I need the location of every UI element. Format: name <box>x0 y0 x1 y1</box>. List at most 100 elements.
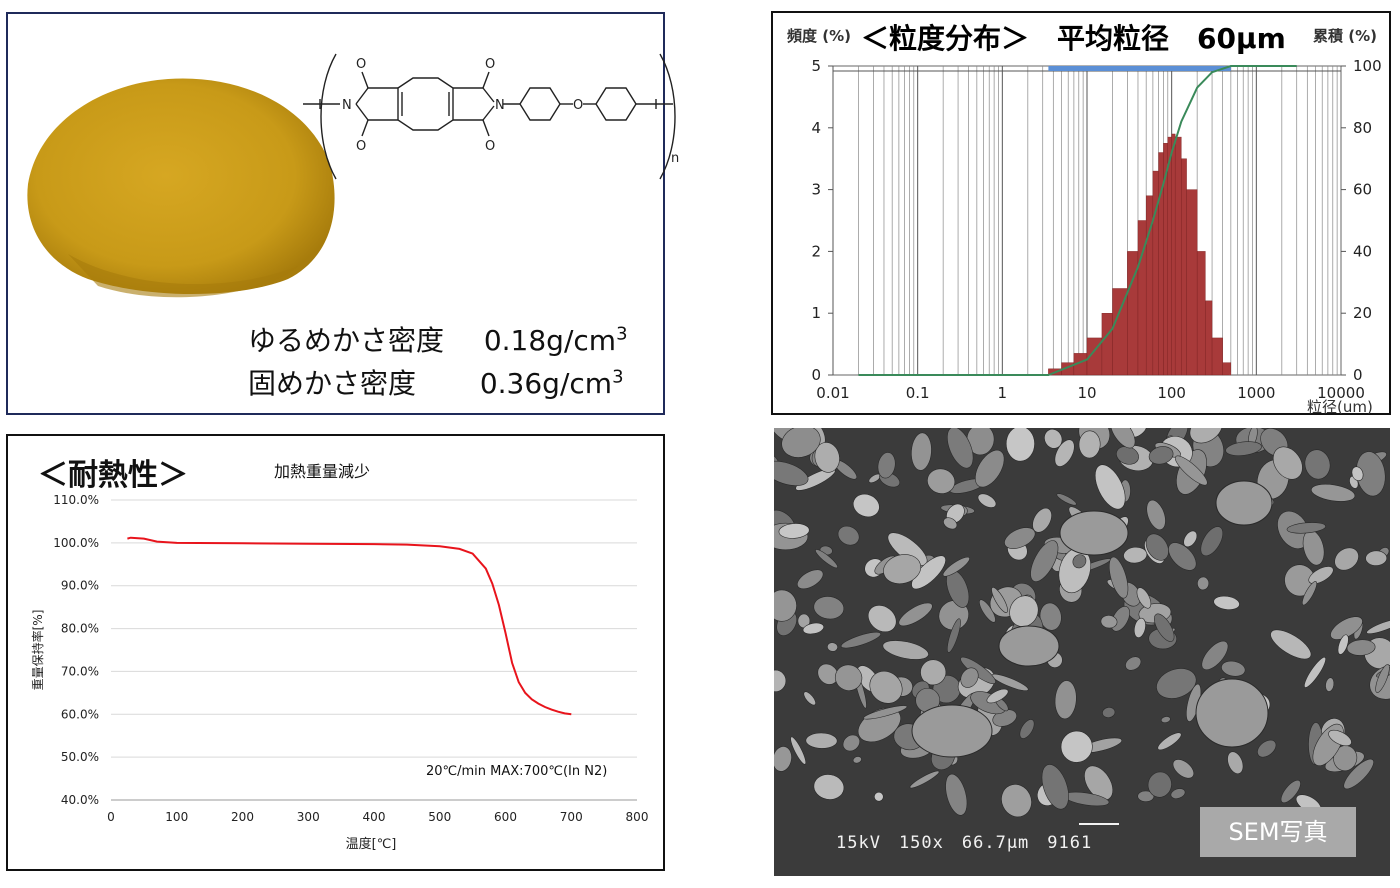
sem-particle <box>1221 660 1246 677</box>
tga-title: ＜耐熱性＞ <box>38 458 188 493</box>
psd-title: ＜粒度分布＞ 平均粒径 60μm <box>861 22 1286 55</box>
sem-particle <box>1032 507 1052 533</box>
atom-o-bottom-left: O <box>356 139 366 154</box>
sem-caption: 15kV 150x 66.7μm 9161 <box>836 833 1093 853</box>
sem-particle <box>1100 615 1118 629</box>
psd-x-tick-label: 0.1 <box>906 384 930 402</box>
atom-n-left: N <box>342 98 352 113</box>
sem-particle <box>837 525 860 546</box>
sem-particle <box>1325 677 1335 692</box>
sem-particle <box>834 664 863 691</box>
sem-particle <box>1310 483 1356 502</box>
sem-particle <box>1270 629 1312 660</box>
psd-y2-tick-label: 20 <box>1353 304 1372 322</box>
psd-x-tick-label: 100 <box>1157 384 1186 402</box>
sem-particle <box>827 642 838 652</box>
sem-particle <box>813 596 845 620</box>
psd-y2-tick-label: 60 <box>1353 181 1372 199</box>
atom-o-ether: O <box>573 98 583 113</box>
tga-weight-curve <box>127 536 572 716</box>
sem-particle <box>1078 430 1101 459</box>
sem-particle <box>1366 618 1390 635</box>
polyimide-structure: O O O O N N O n <box>303 53 679 180</box>
psd-panel: 頻度 (%) ＜粒度分布＞ 平均粒径 60μm 累積 (%) 粒径(um) 0.… <box>771 11 1391 416</box>
sem-particle <box>803 691 816 706</box>
tga-y-tick-label: 40.0% <box>61 793 99 807</box>
sem-particle <box>1343 758 1374 790</box>
tga-chart: 40.0% 50.0% 60.0% 70.0% 80.0% 90.0% 100.0% 110.… <box>30 493 648 852</box>
tga-x-tick-label: 0 <box>107 810 115 824</box>
sem-particle <box>1145 533 1169 561</box>
psd-bar <box>1171 133 1176 376</box>
psd-bar <box>1174 136 1182 376</box>
sem-particle <box>946 618 961 653</box>
sem-particle <box>927 468 956 494</box>
sem-particle <box>1059 510 1129 556</box>
sem-particle <box>877 452 896 479</box>
tga-y-tick-label: 90.0% <box>61 579 99 593</box>
sem-particle <box>1110 428 1136 449</box>
sem-particle <box>947 428 974 469</box>
sem-particle <box>802 622 825 635</box>
sem-particle <box>991 587 1008 613</box>
psd-x-tick-label: 1 <box>998 384 1008 402</box>
sem-particle <box>869 670 903 704</box>
sem-particle <box>1146 499 1166 531</box>
density-loose: ゆるめかさ密度 0.18g/cm3 <box>248 319 628 359</box>
sem-particle <box>883 554 922 585</box>
powder-panel: O O O O N N O n ゆるめかさ密度 0.18g/cm3 固めかさ密度… <box>6 12 679 415</box>
sem-particle <box>781 428 821 458</box>
tga-x-tick-label: 300 <box>297 810 320 824</box>
sem-particle <box>1272 446 1303 480</box>
sem-particle <box>813 774 845 800</box>
sem-particle <box>1200 526 1224 557</box>
sem-particle <box>874 791 884 802</box>
psd-y-tick-label: 0 <box>811 366 821 384</box>
sem-particle <box>1280 779 1301 804</box>
tga-annotation: 20℃/min MAX:700℃(In N2) <box>426 764 608 779</box>
sem-particle <box>1019 719 1035 739</box>
sem-particle <box>1123 546 1148 564</box>
sem-particle <box>974 449 1005 488</box>
tga-x-tick-label: 400 <box>363 810 386 824</box>
sem-particle <box>863 705 908 720</box>
sem-particle <box>1147 771 1172 798</box>
sem-particle <box>1030 540 1059 582</box>
tga-y-tick-label: 50.0% <box>61 750 99 764</box>
density-loose-label: ゆるめかさ密度 <box>248 324 445 357</box>
psd-x-tick-label: 1000 <box>1237 384 1275 402</box>
sem-particle <box>840 631 882 649</box>
sem-particle <box>1094 464 1126 510</box>
sem-particle <box>911 555 946 590</box>
sem-particle <box>911 432 932 471</box>
tga-y-tick-label: 80.0% <box>61 622 99 636</box>
density-loose-value: 0.18g/cm <box>483 324 617 357</box>
sem-particle <box>977 493 997 508</box>
psd-cumulative-line <box>858 65 1297 376</box>
psd-bar <box>1186 189 1198 376</box>
psd-bar <box>1205 300 1213 376</box>
sem-particle <box>945 773 968 816</box>
sem-particle <box>1201 640 1229 671</box>
sem-particle <box>1334 547 1359 571</box>
psd-bar <box>1181 158 1187 376</box>
sem-particle <box>1137 790 1155 803</box>
sem-particle <box>805 732 838 749</box>
sem-particle <box>909 770 940 789</box>
sem-particle <box>1157 732 1182 751</box>
tga-y-tick-label: 70.0% <box>61 664 99 678</box>
psd-x-axis-label: 粒径(um) <box>1307 398 1373 416</box>
sem-particle <box>1125 656 1142 671</box>
sem-particle <box>1365 550 1388 566</box>
tga-x-tick-label: 100 <box>165 810 188 824</box>
sem-particle <box>1005 428 1035 462</box>
sem-particle <box>1001 784 1032 818</box>
psd-y-tick-label: 5 <box>811 57 821 75</box>
psd-right-axis-label: 累積 (%) <box>1313 27 1377 45</box>
psd-bar <box>1196 251 1206 376</box>
sem-particle <box>1154 613 1175 642</box>
sem-particle <box>1108 556 1129 599</box>
psd-y2-tick-label: 40 <box>1353 242 1372 260</box>
tga-panel: ＜耐熱性＞ 加熱重量減少 20℃/min MAX:700℃(In N2) 40.… <box>6 434 665 871</box>
tga-x-tick-label: 600 <box>494 810 517 824</box>
